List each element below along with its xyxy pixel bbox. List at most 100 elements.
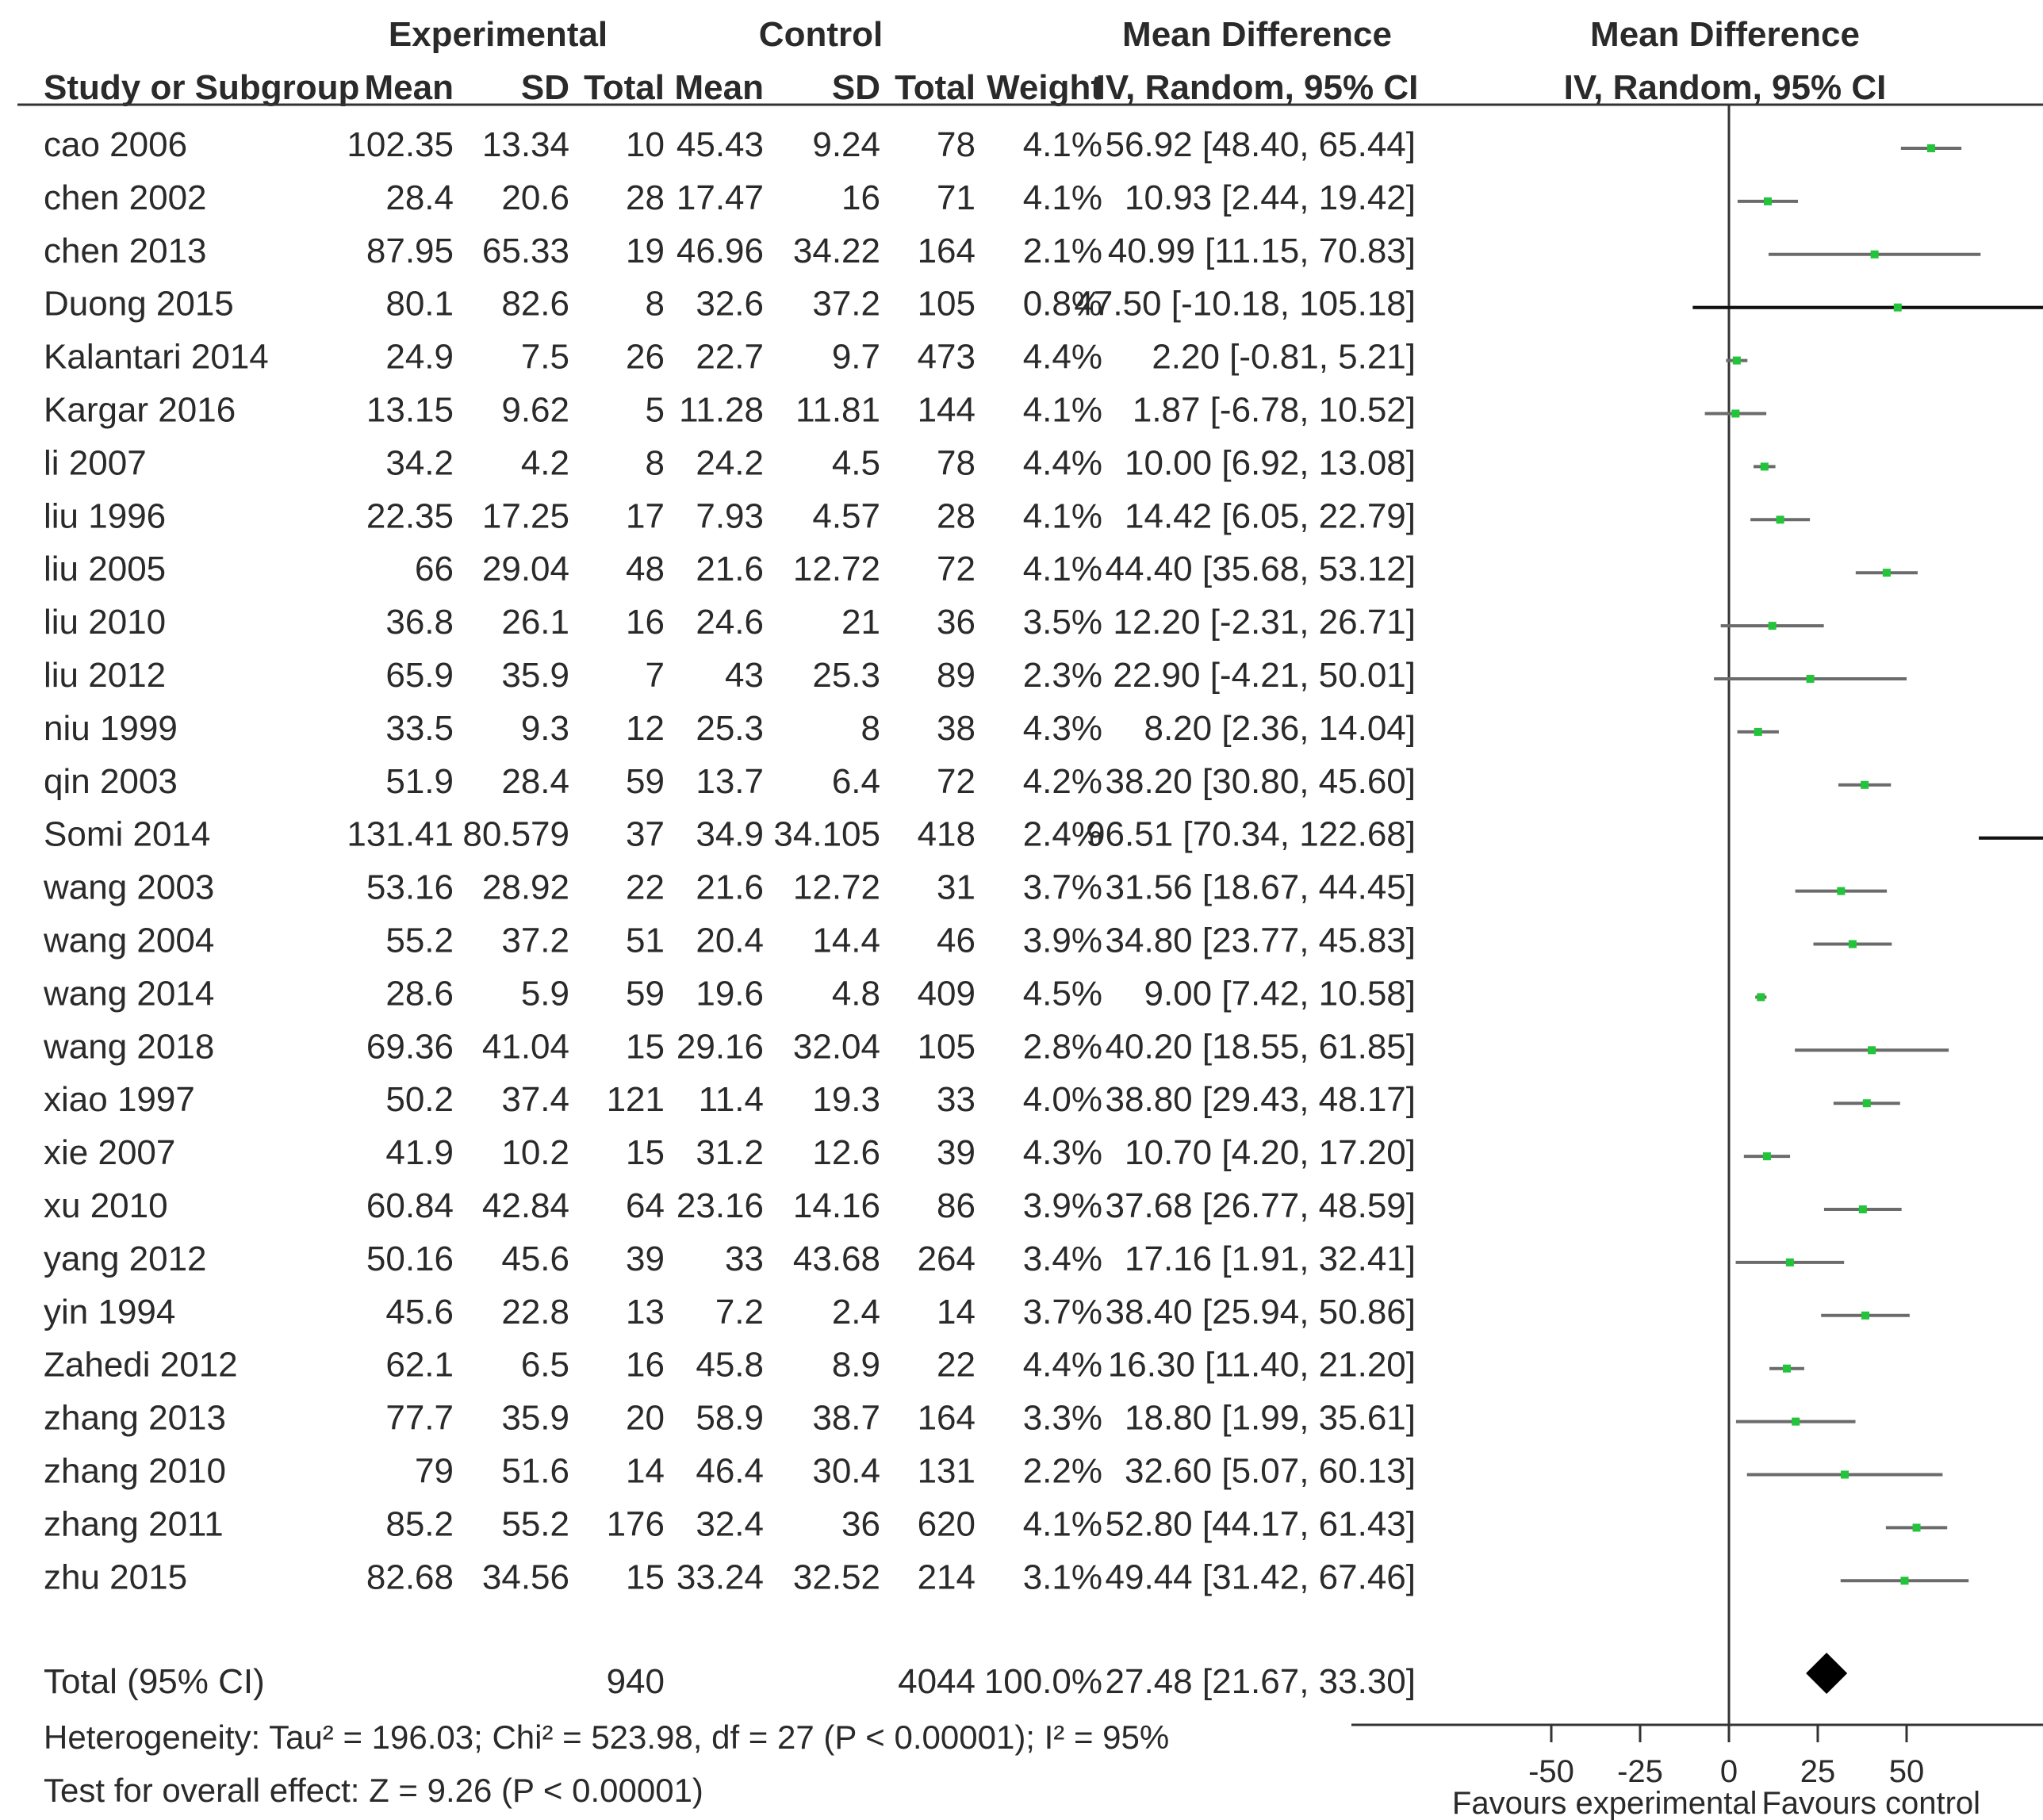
ctl-total: 39: [937, 1133, 976, 1172]
study-name: Somi 2014: [44, 815, 210, 854]
table-row: xiao 1997 50.2 37.4 121 11.4 19.3 33 4.0% 38.80 …: [44, 1080, 1416, 1119]
point-estimate: [1785, 1258, 1794, 1266]
exp-mean: 41.9: [385, 1133, 454, 1172]
exp-total: 37: [626, 815, 665, 854]
ctl-mean: 19.6: [696, 974, 764, 1013]
weight: 4.1%: [1023, 178, 1102, 217]
exp-sd: 42.84: [482, 1186, 569, 1225]
table-row: yang 2012 50.16 45.6 39 33 43.68 264 3.4% 17.16 …: [44, 1240, 1416, 1278]
ctl-mean: 7.2: [715, 1293, 764, 1331]
exp-total: 5: [646, 391, 665, 430]
point-estimate: [1861, 780, 1869, 789]
mean-difference-ci: 40.99 [11.15, 70.83]: [1108, 232, 1416, 270]
exp-sd: 55.2: [501, 1504, 569, 1543]
exp-sd-header: SD: [521, 68, 569, 107]
exp-sd: 7.5: [521, 338, 569, 377]
ctl-total: 409: [918, 974, 976, 1013]
point-estimate: [1837, 887, 1846, 895]
ctl-total: 72: [937, 550, 976, 588]
table-row: xu 2010 60.84 42.84 64 23.16 14.16 86 3.9% 37.68…: [44, 1186, 1416, 1225]
ctl-mean: 43: [725, 656, 764, 695]
exp-mean: 33.5: [385, 709, 454, 748]
table-row: niu 1999 33.5 9.3 12 25.3 8 38 4.3% 8.20 [2.36, …: [44, 709, 1416, 748]
ctl-mean: 45.8: [696, 1346, 764, 1385]
method-header: IV, Random, 95% CI: [1096, 68, 1419, 107]
point-estimate: [1754, 727, 1762, 736]
exp-mean: 55.2: [385, 921, 454, 960]
weight: 4.3%: [1023, 709, 1102, 748]
exp-total: 12: [626, 709, 665, 748]
favours-experimental-label: Favours experimental: [1452, 1786, 1757, 1820]
ctl-sd: 8.9: [832, 1346, 880, 1385]
weight: 0.8%: [1023, 285, 1102, 324]
ctl-total: 46: [937, 921, 976, 960]
ctl-mean: 33: [725, 1240, 764, 1278]
mean-difference-header: Mean Difference: [1122, 15, 1392, 54]
weight: 3.9%: [1023, 921, 1102, 960]
mean-difference-ci: 14.42 [6.05, 22.79]: [1125, 496, 1416, 535]
exp-sd: 37.4: [501, 1080, 569, 1119]
table-row: zhu 2015 82.68 34.56 15 33.24 32.52 214 3.1% 49.…: [44, 1558, 1416, 1596]
mean-difference-ci: 40.20 [18.55, 61.85]: [1106, 1027, 1416, 1066]
ctl-mean: 20.4: [696, 921, 764, 960]
ctl-mean: 34.9: [696, 815, 764, 854]
weight: 4.1%: [1023, 391, 1102, 430]
ctl-sd: 37.2: [812, 285, 880, 324]
point-estimate: [1760, 462, 1769, 471]
exp-sd: 20.6: [501, 178, 569, 217]
exp-sd: 22.8: [501, 1293, 569, 1331]
study-name: wang 2014: [43, 974, 214, 1013]
ctl-mean: 32.4: [696, 1504, 764, 1543]
exp-total: 10: [626, 125, 665, 164]
study-rows: cao 2006 102.35 13.34 10 45.43 9.24 78 4.1% 56.9…: [43, 125, 1416, 1596]
exp-total: 20: [626, 1399, 665, 1438]
mean-difference-ci: 38.40 [25.94, 50.86]: [1106, 1293, 1416, 1331]
exp-mean: 77.7: [385, 1399, 454, 1438]
ctl-sd: 11.81: [795, 391, 880, 430]
table-row: zhang 2010 79 51.6 14 46.4 30.4 131 2.2% 32.60 […: [44, 1452, 1416, 1491]
ctl-total-header: Total: [895, 68, 976, 107]
mean-difference-ci: 47.50 [-10.18, 105.18]: [1074, 285, 1416, 324]
ctl-total: 36: [937, 603, 976, 642]
exp-mean: 65.9: [385, 656, 454, 695]
exp-sd: 5.9: [521, 974, 569, 1013]
exp-sd: 28.92: [482, 868, 569, 907]
mean-difference-ci: 2.20 [-0.81, 5.21]: [1152, 338, 1416, 377]
ctl-sd: 19.3: [812, 1080, 880, 1119]
ctl-sd: 12.72: [793, 550, 880, 588]
exp-mean: 66: [415, 550, 454, 588]
total-weight: 100.0%: [984, 1662, 1102, 1701]
table-row: Somi 2014 131.41 80.579 37 34.9 34.105 418 2.4%…: [44, 815, 1416, 854]
table-row: wang 2004 55.2 37.2 51 20.4 14.4 46 3.9% 34.80 […: [43, 921, 1416, 960]
exp-sd: 45.6: [501, 1240, 569, 1278]
ctl-mean: 13.7: [696, 762, 764, 801]
exp-total: 8: [646, 443, 665, 482]
ctl-mean: 31.2: [696, 1133, 764, 1172]
exp-total: 8: [646, 285, 665, 324]
ctl-total: 164: [918, 232, 976, 270]
ctl-mean: 17.47: [677, 178, 764, 217]
ctl-mean: 24.2: [696, 443, 764, 482]
exp-mean: 85.2: [385, 1504, 454, 1543]
mean-difference-ci: 37.68 [26.77, 48.59]: [1106, 1186, 1416, 1225]
weight: 4.1%: [1023, 550, 1102, 588]
point-estimate: [1776, 515, 1784, 524]
ctl-total: 264: [918, 1240, 976, 1278]
exp-mean: 28.6: [385, 974, 454, 1013]
weight: 3.7%: [1023, 868, 1102, 907]
point-estimate: [1893, 303, 1902, 312]
exp-sd: 35.9: [501, 656, 569, 695]
point-estimate: [1862, 1099, 1871, 1108]
mean-difference-ci: 1.87 [-6.78, 10.52]: [1133, 391, 1416, 430]
table-row: chen 2013 87.95 65.33 19 46.96 34.22 164 2.1% 40…: [44, 232, 1416, 270]
exp-sd: 51.6: [501, 1452, 569, 1491]
exp-sd: 10.2: [501, 1133, 569, 1172]
exp-sd: 37.2: [501, 921, 569, 960]
table-row: liu 2012 65.9 35.9 7 43 25.3 89 2.3% 22.90 [-4.2…: [44, 656, 1416, 695]
ctl-total: 105: [918, 285, 976, 324]
point-estimate: [1912, 1523, 1921, 1532]
ctl-total: 86: [937, 1186, 976, 1225]
study-name: Kalantari 2014: [44, 338, 269, 377]
exp-mean: 69.36: [366, 1027, 454, 1066]
point-estimate: [1792, 1417, 1800, 1426]
